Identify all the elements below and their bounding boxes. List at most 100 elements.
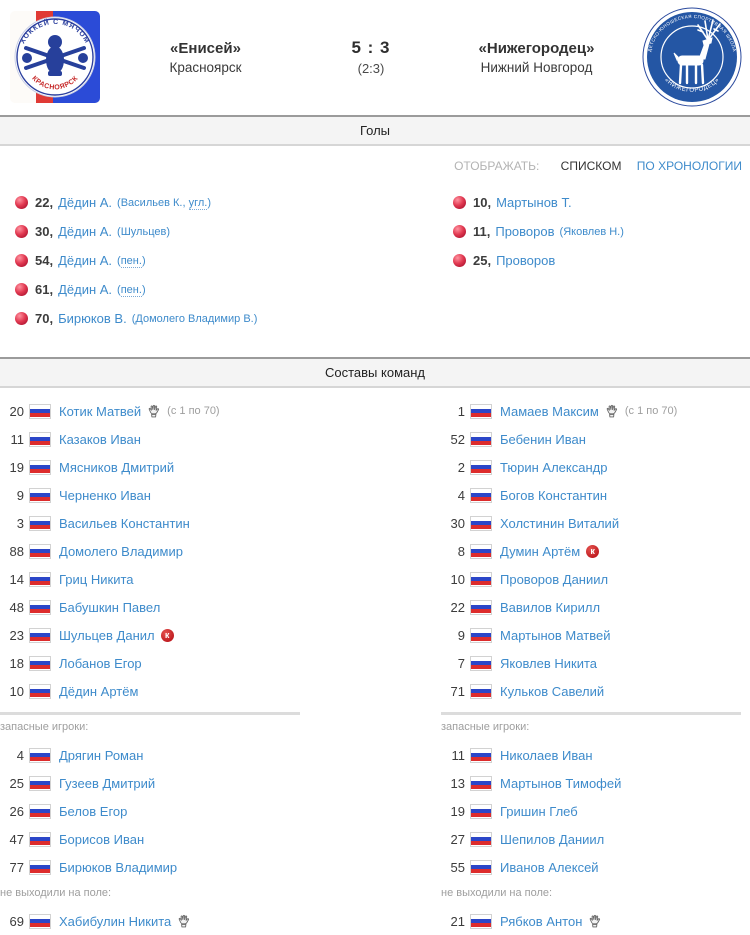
player-name-link[interactable]: Васильев Константин xyxy=(59,515,190,531)
player-name-link[interactable]: Бирюков Владимир xyxy=(59,859,178,875)
goal-minute: 54, xyxy=(35,253,54,268)
player-name-link[interactable]: Белов Егор xyxy=(59,803,128,819)
russia-flag-icon xyxy=(470,459,492,475)
player-name-link[interactable]: Гришин Глеб xyxy=(500,803,578,819)
player-name-link[interactable]: Иванов Алексей xyxy=(500,859,599,875)
russia-flag-icon xyxy=(470,431,492,447)
rosters-section-header: Составы команд xyxy=(0,357,750,388)
player-name-link[interactable]: Мамаев Максим xyxy=(500,403,599,419)
display-option-list[interactable]: СПИСКОМ xyxy=(560,159,622,173)
player-row: 8 Думин Артём к xyxy=(441,537,750,565)
goal-scorer-link[interactable]: Проворов xyxy=(495,224,555,239)
goal-row: 30, Дёдин А. (Шульцев) xyxy=(15,217,375,246)
roster-group-label: запасные игроки: xyxy=(0,721,89,733)
player-name-link[interactable]: Думин Артём xyxy=(500,543,581,559)
player-row: 77 Бирюков Владимир xyxy=(0,853,375,881)
assist-close-paren: ) xyxy=(141,254,146,267)
lion-icon xyxy=(46,35,64,76)
player-row: 1 Мамаев Максим (с 1 по 70) xyxy=(441,397,750,425)
display-option-chronology[interactable]: ПО ХРОНОЛОГИИ xyxy=(636,159,742,173)
russia-flag-icon xyxy=(470,543,492,559)
player-name-link[interactable]: Казаков Иван xyxy=(59,431,141,447)
player-name-link[interactable]: Богов Константин xyxy=(500,487,608,503)
away-team-logo[interactable]: ДЕТСКО-ЮНОШЕСКАЯ СПОРТИВНАЯ ШКОЛА «НИЖЕГ… xyxy=(642,7,742,107)
player-name-link[interactable]: Гузеев Дмитрий xyxy=(59,775,156,791)
player-name-link[interactable]: Шепилов Даниил xyxy=(500,831,605,847)
score-block: 5 : 3 (2:3) xyxy=(311,38,431,76)
player-name-link[interactable]: Дёдин Артём xyxy=(59,683,139,699)
goal-scorer-link[interactable]: Проворов xyxy=(496,253,556,268)
goal-scorer-link[interactable]: Мартынов Т. xyxy=(496,195,572,210)
player-name-link[interactable]: Холстинин Виталий xyxy=(500,515,620,531)
assist-abbr: угл. xyxy=(188,196,208,210)
player-row: 10 Дёдин Артём xyxy=(0,677,375,705)
player-name-link[interactable]: Яковлев Никита xyxy=(500,655,598,671)
goalkeeper-glove-icon xyxy=(605,404,620,419)
player-number: 20 xyxy=(9,403,24,419)
player-name-link[interactable]: Рябков Антон xyxy=(500,913,583,929)
player-name-link[interactable]: Домолего Владимир xyxy=(59,543,183,559)
goal-scorer-link[interactable]: Бирюков В. xyxy=(58,311,127,326)
player-name-link[interactable]: Бебенин Иван xyxy=(500,431,586,447)
player-row: 71 Кульков Савелий xyxy=(441,677,750,705)
russia-flag-icon xyxy=(470,775,492,791)
player-name-link[interactable]: Черненко Иван xyxy=(59,487,151,503)
goal-assist[interactable]: (Яковлев Н.) xyxy=(560,226,624,238)
player-number: 11 xyxy=(451,747,466,763)
player-number: 22 xyxy=(450,599,465,615)
player-row: 20 Котик Матвей (с 1 по 70) xyxy=(0,397,375,425)
player-number: 69 xyxy=(9,913,24,929)
assist-open-paren: ( xyxy=(559,225,564,238)
player-name-link[interactable]: Тюрин Александр xyxy=(500,459,608,475)
goal-scorer-link[interactable]: Дёдин А. xyxy=(58,195,113,210)
player-name-link[interactable]: Кульков Савелий xyxy=(500,683,605,699)
goal-minute: 25, xyxy=(473,253,492,268)
player-number: 8 xyxy=(457,543,465,559)
player-name-link[interactable]: Гриц Никита xyxy=(59,571,134,587)
goal-scorer-link[interactable]: Дёдин А. xyxy=(58,253,113,268)
player-row: 4 Богов Константин xyxy=(441,481,750,509)
player-name-link[interactable]: Мартынов Тимофей xyxy=(500,775,622,791)
russia-flag-icon xyxy=(29,571,51,587)
player-number: 48 xyxy=(9,599,24,615)
goals-section-header: Голы xyxy=(0,115,750,146)
player-name-link[interactable]: Борисов Иван xyxy=(59,831,145,847)
russia-flag-icon xyxy=(470,803,492,819)
player-number: 13 xyxy=(450,775,465,791)
goal-scorer-link[interactable]: Дёдин А. xyxy=(58,282,113,297)
player-name-link[interactable]: Шульцев Данил xyxy=(59,627,155,643)
assist-name: Шульцев xyxy=(120,225,167,238)
russia-flag-icon xyxy=(29,487,51,503)
goal-scorer-link[interactable]: Дёдин А. xyxy=(58,224,113,239)
player-number: 18 xyxy=(9,655,24,671)
player-name-link[interactable]: Котик Матвей xyxy=(59,403,142,419)
russia-flag-icon xyxy=(29,831,51,847)
player-name-link[interactable]: Проворов Даниил xyxy=(500,571,609,587)
russia-flag-icon xyxy=(29,403,51,419)
player-name-link[interactable]: Хабибулин Никита xyxy=(59,913,172,929)
goal-assist[interactable]: (Васильев К., угл.) xyxy=(117,196,211,210)
russia-flag-icon xyxy=(29,515,51,531)
goal-assist[interactable]: (пен.) xyxy=(117,283,146,297)
assist-close-paren: ) xyxy=(253,312,258,325)
player-name-link[interactable]: Мясников Дмитрий xyxy=(59,459,175,475)
home-team-logo[interactable]: ХОККЕЙ С МЯЧОМ КРАСНОЯРСК xyxy=(10,11,100,103)
russia-flag-icon xyxy=(470,831,492,847)
player-name-link[interactable]: Лобанов Егор xyxy=(59,655,142,671)
russia-flag-icon xyxy=(29,913,51,929)
player-name-link[interactable]: Николаев Иван xyxy=(500,747,593,763)
player-name-link[interactable]: Вавилов Кирилл xyxy=(500,599,601,615)
russia-flag-icon xyxy=(470,859,492,875)
goal-assist[interactable]: (Шульцев) xyxy=(117,226,170,238)
roster-group-label: не выходили на поле: xyxy=(0,887,112,899)
player-name-link[interactable]: Бабушкин Павел xyxy=(59,599,161,615)
player-name-link[interactable]: Дрягин Роман xyxy=(59,747,144,763)
russia-flag-icon xyxy=(470,571,492,587)
player-row: 19 Гришин Глеб xyxy=(441,797,750,825)
goal-assist[interactable]: (Домолего Владимир В.) xyxy=(132,313,258,325)
rosters-section-title: Составы команд xyxy=(324,365,425,380)
goal-assist[interactable]: (пен.) xyxy=(117,254,146,268)
assist-open-paren: ( xyxy=(117,225,121,238)
player-name-link[interactable]: Мартынов Матвей xyxy=(500,627,611,643)
player-row: 3 Васильев Константин xyxy=(0,509,375,537)
